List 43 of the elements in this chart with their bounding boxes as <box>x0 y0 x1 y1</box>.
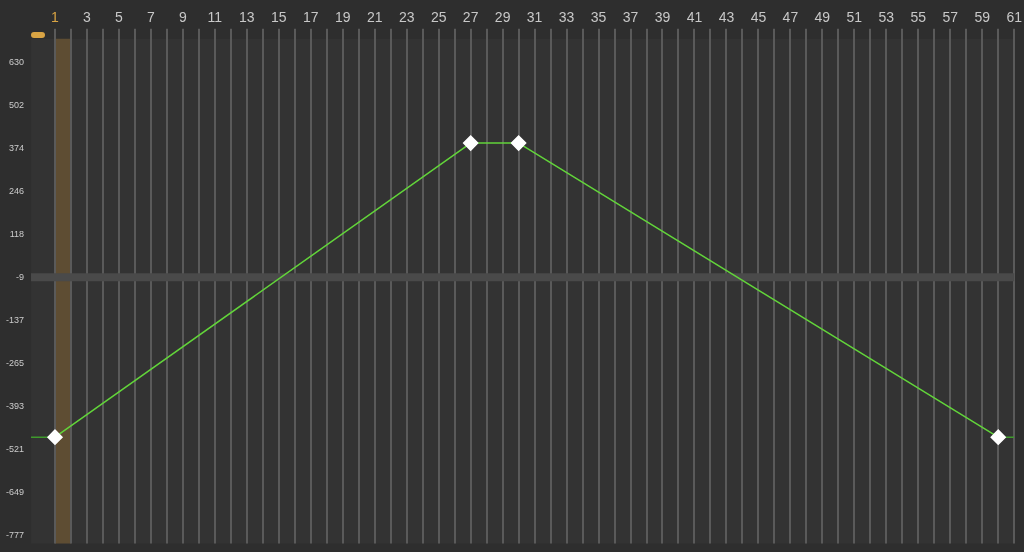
x-tick-label: 29 <box>494 9 511 26</box>
x-tick-label: 55 <box>910 9 927 26</box>
y-tick-label: 118 <box>9 229 25 240</box>
x-tick-label: 45 <box>750 9 767 26</box>
x-tick-label: 51 <box>846 9 863 26</box>
x-tick-label: 21 <box>366 9 383 26</box>
y-tick-label: -9 <box>16 271 25 282</box>
x-tick-label: 1 <box>51 9 60 26</box>
y-tick-label: 374 <box>8 142 25 153</box>
y-tick-label: -649 <box>6 487 25 498</box>
x-tick-label: 7 <box>147 9 156 26</box>
y-tick-label: 246 <box>8 186 25 197</box>
x-tick-label: 35 <box>590 9 607 26</box>
y-tick-label: -777 <box>6 530 25 541</box>
y-tick-label: -265 <box>6 357 25 368</box>
x-tick-label: 47 <box>782 9 799 26</box>
x-tick-label: 31 <box>526 9 543 26</box>
x-tick-label: 43 <box>718 9 735 26</box>
y-tick-label: -393 <box>6 401 25 412</box>
x-tick-label: 53 <box>878 9 895 26</box>
x-tick-label: 49 <box>814 9 831 26</box>
x-tick-label: 13 <box>239 9 255 26</box>
x-tick-label: 57 <box>942 9 959 26</box>
x-tick-label: 9 <box>178 9 187 26</box>
x-tick-label: 23 <box>398 9 415 26</box>
y-tick-label: -521 <box>6 444 25 455</box>
x-tick-label: 11 <box>207 9 223 26</box>
x-tick-label: 17 <box>303 9 319 26</box>
x-tick-label: 59 <box>974 9 991 26</box>
x-tick-label: 19 <box>334 9 351 26</box>
y-tick-label: -137 <box>6 314 25 325</box>
x-tick-label: 5 <box>115 9 124 26</box>
x-tick-label: 3 <box>83 9 92 26</box>
x-tick-label: 15 <box>271 9 287 26</box>
x-tick-label: 39 <box>654 9 671 26</box>
y-tick-label: 502 <box>8 99 25 110</box>
y-tick-label: 630 <box>8 56 25 67</box>
x-tick-label: 27 <box>462 9 479 26</box>
x-tick-label: 33 <box>558 9 575 26</box>
x-tick-label: 41 <box>686 9 703 26</box>
x-tick-label: 37 <box>622 9 639 26</box>
x-tick-label: 25 <box>430 9 447 26</box>
x-tick-label: 61 <box>1006 9 1023 26</box>
